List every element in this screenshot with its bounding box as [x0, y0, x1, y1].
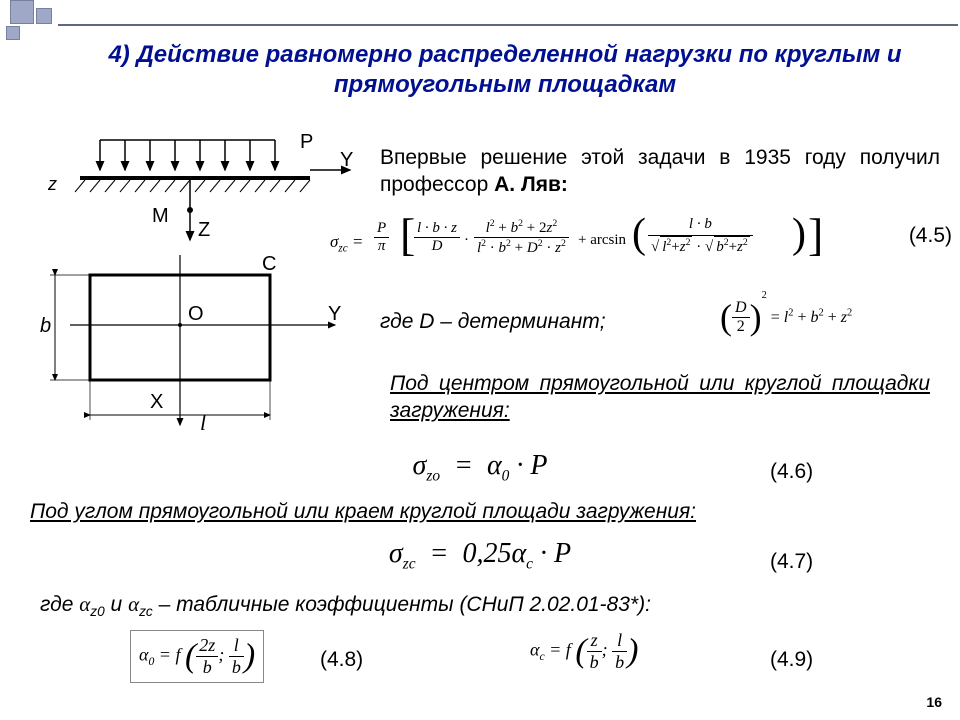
eq-number-4-8: (4.8): [320, 648, 363, 672]
determinant-text: где D – детерминант;: [380, 310, 606, 334]
corner-load-text: Под углом прямоугольной или краем кругло…: [30, 500, 930, 524]
svg-text:Y: Y: [328, 303, 341, 325]
equation-4-9: αc = f (zb; lb): [530, 630, 710, 685]
eq-number-4-5: (4.5): [909, 224, 952, 248]
slide-title: 4) Действие равномерно распределенной на…: [90, 40, 920, 100]
equation-4-7: σzc = 0,25αc · P: [0, 538, 960, 574]
equation-4-5: σzc = Pπ [ l · b · zD · l2 + b2 + 2z2 l2…: [330, 212, 950, 272]
svg-text:C: C: [262, 253, 276, 275]
equation-determinant: (D2)2 = l2 + b2 + z2: [720, 296, 940, 346]
eq-number-4-6: (4.6): [770, 460, 813, 484]
load-diagram: P Y z M Z C O Y b X l: [40, 130, 360, 430]
page-number: 16: [926, 694, 942, 710]
svg-text:z: z: [47, 174, 57, 194]
equation-4-6: σzo = α0 · P: [0, 450, 960, 486]
snip-text: где αz0 и αzc – табличные коэффициенты (…: [40, 592, 930, 619]
svg-text:X: X: [150, 391, 163, 413]
svg-text:P: P: [300, 131, 313, 153]
eq-number-4-7: (4.7): [770, 550, 813, 574]
svg-text:O: O: [188, 303, 204, 325]
svg-text:l: l: [200, 410, 206, 435]
intro-text: Впервые решение этой задачи в 1935 году …: [380, 144, 940, 199]
svg-text:b: b: [40, 315, 51, 337]
svg-text:M: M: [152, 205, 169, 227]
eq-number-4-9: (4.9): [770, 648, 813, 672]
equation-4-8: α0 = f (2zb; lb): [130, 630, 310, 685]
center-load-text: Под центром прямоугольной или круглой пл…: [390, 370, 930, 425]
svg-text:Z: Z: [198, 219, 210, 241]
svg-text:Y: Y: [340, 149, 353, 171]
